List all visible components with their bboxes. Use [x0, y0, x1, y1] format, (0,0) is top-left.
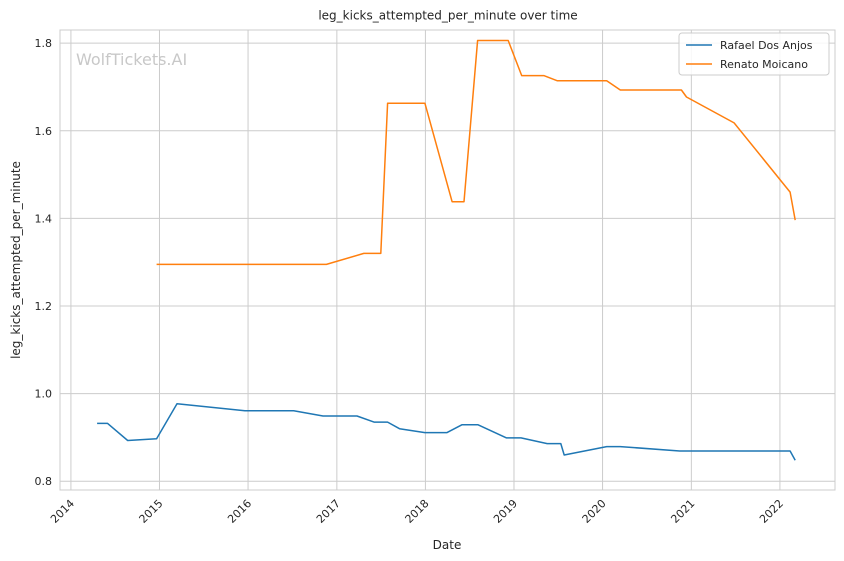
x-tick-label: 2018 — [403, 497, 432, 526]
series-line-rafael-dos-anjos — [97, 402, 796, 461]
watermark-text: WolfTickets.AI — [76, 50, 187, 69]
grid-lines — [60, 30, 835, 490]
x-tick-label: 2020 — [580, 497, 609, 526]
x-tick-label: 2022 — [757, 497, 786, 526]
plot-frame — [59, 29, 836, 491]
legend-label: Renato Moicano — [720, 58, 808, 71]
y-tick-label: 1.4 — [35, 212, 53, 225]
y-tick-label: 1.6 — [35, 125, 53, 138]
y-tick-label: 1.0 — [35, 388, 53, 401]
series-layer — [97, 39, 796, 461]
legend-box — [678, 32, 830, 76]
x-tick-label: 2014 — [48, 497, 77, 526]
x-tick-label: 2016 — [225, 497, 254, 526]
legend: Rafael Dos Anjos Renato Moicano — [678, 32, 830, 76]
legend-label: Rafael Dos Anjos — [720, 39, 813, 52]
x-axis-label: Date — [433, 538, 462, 552]
chart-title: leg_kicks_attempted_per_minute over time — [318, 9, 577, 23]
x-axis-ticks: 2014 2015 2016 2017 2018 2019 2020 2021 2022 — [48, 497, 786, 526]
x-tick-label: 2015 — [137, 497, 166, 526]
plot-area — [59, 29, 836, 491]
y-tick-label: 1.2 — [35, 300, 53, 313]
x-tick-label: 2017 — [314, 497, 343, 526]
series-line-renato-moicano — [156, 39, 796, 266]
y-axis-label: leg_kicks_attempted_per_minute — [9, 161, 23, 359]
y-tick-label: 1.8 — [35, 37, 53, 50]
x-tick-label: 2019 — [491, 497, 520, 526]
x-tick-label: 2021 — [668, 497, 697, 526]
y-axis-ticks: 0.8 1.0 1.2 1.4 1.6 1.8 — [35, 37, 53, 488]
y-tick-label: 0.8 — [35, 475, 53, 488]
